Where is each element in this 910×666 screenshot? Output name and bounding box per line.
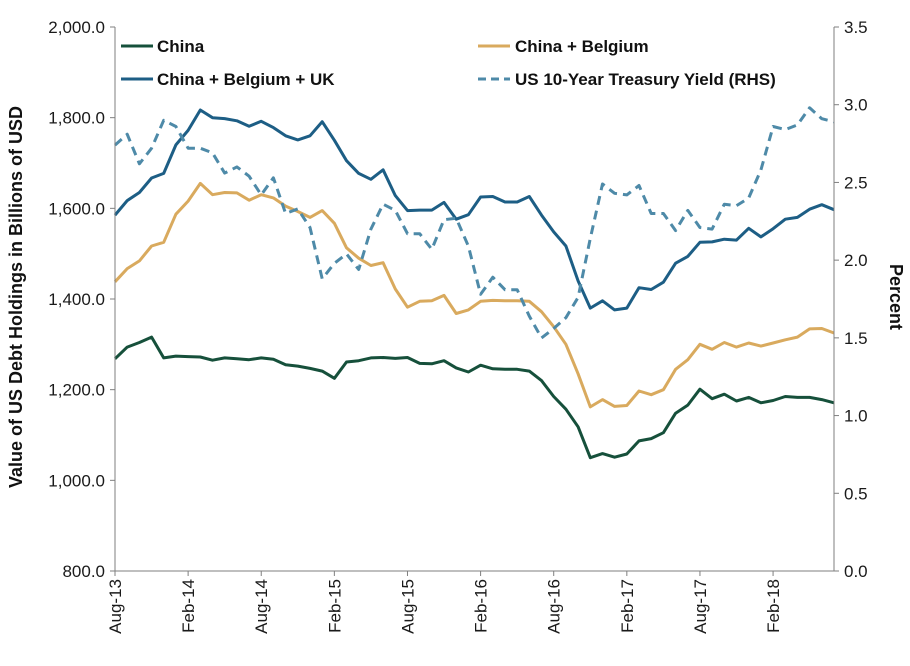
y2-tick-label: 2.5 bbox=[844, 173, 868, 192]
legend-label-china-belgium: China + Belgium bbox=[515, 37, 649, 56]
x-tick-label: Feb-17 bbox=[618, 579, 637, 633]
legend-item-treasury-yield: US 10-Year Treasury Yield (RHS) bbox=[478, 70, 776, 89]
x-tick-label: Aug-15 bbox=[398, 579, 417, 634]
legend-label-treasury-yield: US 10-Year Treasury Yield (RHS) bbox=[515, 70, 776, 89]
y-axis-title: Value of US Debt Holdings in Billions of… bbox=[6, 106, 26, 488]
series-layer bbox=[113, 106, 835, 460]
y2-tick-label: 0.5 bbox=[844, 484, 868, 503]
y2-tick-label: 3.0 bbox=[844, 96, 868, 115]
legend-label-china: China bbox=[157, 37, 205, 56]
series-china-line bbox=[113, 335, 835, 460]
y2-tick-label: 3.5 bbox=[844, 18, 868, 37]
series-treasury-yield-line bbox=[114, 106, 835, 340]
series-china-belgium-uk-line bbox=[113, 108, 835, 312]
y-tick-label: 800.0 bbox=[62, 562, 105, 581]
x-tick-label: Feb-16 bbox=[472, 579, 491, 633]
y-tick-label: 1,800.0 bbox=[48, 109, 105, 128]
x-tick-label: Aug-14 bbox=[252, 579, 271, 634]
series-china-belgium-line bbox=[113, 181, 835, 409]
y2-tick-label: 0.0 bbox=[844, 562, 868, 581]
axes-layer: 800.0 1,000.0 1,200.0 1,400.0 1,600.0 1,800.0… bbox=[48, 18, 867, 634]
y-tick-label: 1,000.0 bbox=[48, 471, 105, 490]
y2-axis-title: Percent bbox=[886, 264, 906, 330]
x-tick-label: Aug-16 bbox=[545, 579, 564, 634]
x-tick-label: Feb-14 bbox=[179, 579, 198, 633]
x-tick-label: Aug-13 bbox=[106, 579, 125, 634]
legend-item-china-belgium: China + Belgium bbox=[478, 37, 649, 56]
y2-tick-label: 2.0 bbox=[844, 251, 868, 270]
y-tick-label: 1,400.0 bbox=[48, 290, 105, 309]
x-tick-label: Feb-15 bbox=[325, 579, 344, 633]
legend-label-china-belgium-uk: China + Belgium + UK bbox=[157, 70, 335, 89]
y2-tick-label: 1.5 bbox=[844, 329, 868, 348]
x-tick-label: Aug-17 bbox=[691, 579, 710, 634]
legend-item-china: China bbox=[121, 37, 205, 56]
y-tick-label: 1,600.0 bbox=[48, 199, 105, 218]
y-tick-label: 1,200.0 bbox=[48, 381, 105, 400]
legend: China China + Belgium China + Belgium + … bbox=[121, 37, 776, 89]
legend-item-china-belgium-uk: China + Belgium + UK bbox=[121, 70, 335, 89]
x-tick-label: Feb-18 bbox=[764, 579, 783, 633]
y2-tick-label: 1.0 bbox=[844, 407, 868, 426]
y-tick-label: 2,000.0 bbox=[48, 18, 105, 37]
